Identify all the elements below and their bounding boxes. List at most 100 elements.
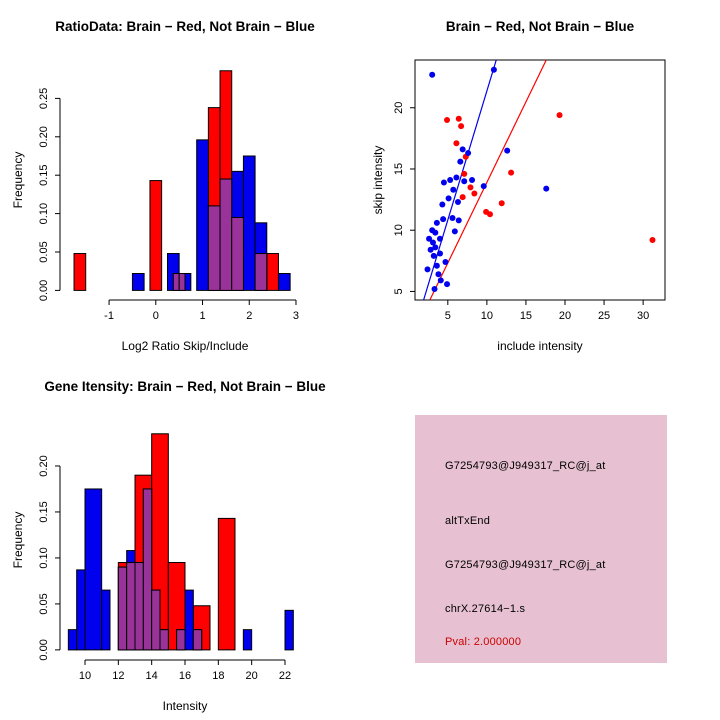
hist-bar-overlap [126,562,136,651]
hist-bar-overlap [151,589,161,651]
panel-ratio-histogram: RatioData: Brain − Red, Not Brain − Blue… [0,0,360,360]
scatter-point [440,179,447,186]
x-tick-label: 20 [246,670,258,682]
info-line-probe-id-2: G7254793@J949317_RC@j_at [445,559,606,571]
scatter-point [490,66,497,73]
scatter-point [453,140,460,147]
scatter-point [430,252,437,259]
chart-title: RatioData: Brain − Red, Not Brain − Blue [55,19,315,34]
scatter-point [469,177,476,183]
scatter-point [498,200,505,207]
scatter-point [455,217,462,224]
scatter-point [508,169,515,176]
y-tick-label: 0.05 [38,593,50,614]
hist-bar-blue [242,629,253,651]
y-tick-label: 0.25 [38,88,50,109]
x-tick-label: -1 [104,310,114,322]
intensity-scatter: Brain − Red, Not Brain − Blue 5 10 15 20 25 30… [371,19,666,353]
hist-bar-overlap [117,566,128,651]
scatter-point [432,244,439,251]
x-axis-label: Intensity [163,699,208,713]
hist-bar-blue [101,589,111,651]
scatter-point [459,146,466,153]
info-line-locus: chrX.27614−1.s [445,603,526,615]
info-line-event-type: altTxEnd [445,515,491,527]
hist-bar-overlap [172,273,180,291]
panel-info: G7254793@J949317_RC@j_at altTxEnd G72547… [360,360,720,720]
y-tick-label: 15 [393,163,405,175]
hist-bar-red [73,253,87,291]
x-tick-label: 15 [520,310,532,322]
hist-bar-overlap [192,629,203,651]
scatter-point [450,186,457,193]
hist-bar-blue [196,139,209,291]
scatter-point [429,239,436,246]
scatter-point [649,237,656,243]
hist-bar-overlap [254,253,268,291]
scatter-point [504,147,511,154]
info-line-probe-id: G7254793@J949317_RC@j_at [445,460,606,472]
scatter-point [433,262,440,269]
scatter-point [454,199,461,206]
gene-intensity-histogram: Gene Itensity: Brain − Red, Not Brain − … [11,379,326,713]
plot-box [414,59,666,301]
x-tick-label: 0 [153,310,159,322]
y-tick-label: 0.10 [38,203,50,224]
y-tick-label: 0.00 [38,280,50,301]
hist-bar-red [217,517,236,651]
x-tick-label: 30 [637,310,649,322]
chart-title: Gene Itensity: Brain − Red, Not Brain − … [44,379,326,394]
scatter-point [461,170,468,177]
hist-bar-overlap [176,629,186,651]
scatter-point [437,250,443,257]
hist-bar-blue [84,488,103,651]
scatter-point [424,266,431,273]
scatter-point [435,271,442,278]
hist-bar-blue [67,629,78,651]
panel-intensity-scatter: Brain − Red, Not Brain − Blue 5 10 15 20 25 30… [360,0,720,360]
hist-bar-overlap [231,216,244,291]
scatter-point [444,281,451,288]
scatter-point [480,183,487,190]
hist-bar-overlap [134,562,144,651]
hist-bar-overlap [219,178,233,291]
scatter-point [426,235,433,242]
scatter-point [432,229,439,236]
y-tick-label: 5 [393,288,405,294]
scatter-point [458,123,465,130]
hist-bar-red [266,253,279,291]
y-axis-label: skip intensity [371,146,385,215]
y-tick-label: 0.15 [38,164,50,185]
x-tick-label: 14 [146,670,158,682]
hist-bar-blue [131,273,145,291]
regression-line [423,60,497,300]
x-tick-label: 2 [246,310,252,322]
scatter-point [556,112,563,119]
scatter-point [437,235,443,242]
scatter-point [433,219,440,226]
x-axis-label: include intensity [497,339,582,353]
y-axis-label: Frequency [11,512,25,569]
hist-bar-blue [242,155,256,291]
y-tick-label: 20 [393,102,405,114]
x-tick-label: 10 [481,310,493,322]
x-tick-label: 3 [293,310,299,322]
x-tick-label: 10 [79,670,91,682]
x-tick-label: 22 [279,670,291,682]
scatter-point [440,216,447,223]
x-tick-label: 18 [212,670,224,682]
regression-line [429,60,547,300]
hist-bar-red [149,180,163,291]
scatter-point [457,158,464,165]
y-tick-label: 0.00 [38,639,50,660]
scatter-point [427,246,434,253]
y-tick-label: 0.20 [38,126,50,147]
hist-bar-blue [184,589,194,651]
scatter-point [429,71,436,78]
hist-bar-blue [284,609,294,651]
scatter-point [431,285,438,292]
x-tick-label: 20 [559,310,571,322]
info-line-pval: Pval: 2.000000 [445,636,522,648]
scatter-point [444,117,451,123]
